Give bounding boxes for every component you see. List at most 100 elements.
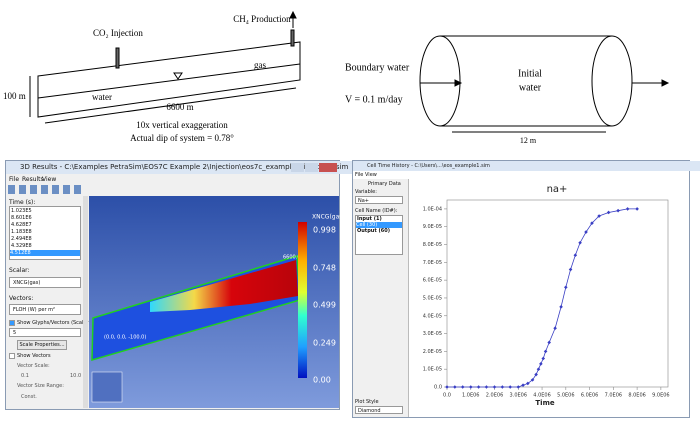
list-item[interactable]: 1.023E5 [11,208,32,214]
arrowhead [454,79,463,87]
data-point [521,383,525,388]
menu-item[interactable]: View [365,172,377,178]
minimize-button[interactable] [291,163,304,172]
data-point [584,230,588,234]
window-title: Cell Time History - C:\Users\...\eos_exa… [367,163,490,169]
y-tick-label: 7.0E-05 [423,260,442,266]
series-line [447,208,638,388]
data-point [525,381,530,386]
window-title: 3D Results - C:\Examples PetraSim\EOS7C … [20,163,349,171]
title-bar: Cell Time History - C:\Users\...\eos_exa… [353,161,700,171]
data-point [590,221,594,225]
colorbar-label: 0.499 [313,301,336,310]
list-item[interactable]: Input (1) [357,216,382,222]
data-point [460,385,465,389]
data-point [553,326,557,331]
water-table-symbol [173,72,183,80]
cylinder-end [419,35,461,127]
list-item-selected[interactable]: Cell (30) [356,222,402,228]
data-point [547,340,551,345]
label: water [92,92,112,102]
injection-well [115,47,120,69]
y-tick-label: 8.0E-05 [423,242,442,248]
label: gas [254,60,266,70]
close-button[interactable] [319,163,337,172]
list-item[interactable]: 2.494E8 [11,236,32,242]
data-point [539,362,543,366]
y-tick-label: 5.0E-05 [423,295,442,301]
label: water [519,82,542,93]
label: Time (s): [9,199,36,206]
label: Vector Scale: [17,363,50,369]
data-point [578,240,582,245]
axis-triad [91,371,123,403]
label: 6600 m [166,102,193,112]
colorbar-label: 0.00 [313,376,331,385]
data-point [453,385,457,389]
menu-item[interactable]: File [9,176,20,183]
x-tick-label: 2.0E06 [486,393,503,399]
label: CH₄ Production [233,14,291,24]
menu-item[interactable]: File [355,172,364,178]
y-tick-label: 4.0E-05 [423,313,442,319]
column-diagram [419,35,670,133]
data-point [445,385,449,389]
x-tick-label: 5.0E06 [557,393,574,399]
x-tick-label: 1.0E06 [462,393,479,399]
menu-item[interactable]: View [42,176,57,183]
production-well [290,29,295,47]
toolbar[interactable] [8,185,83,194]
cylinder-end [591,35,633,127]
data-point [484,385,489,389]
reservoir-outline [37,41,301,118]
label: 12 m [520,136,537,145]
list-item[interactable]: 4.329E8 [11,243,32,249]
vectors-dropdown[interactable]: FLOH (W) per m² [9,304,81,315]
checkbox-label[interactable]: Show Vectors [17,353,51,359]
y-tick-label: 3.0E-05 [423,331,442,337]
colorbar-label: 0.748 [313,264,336,273]
data-point [573,253,578,258]
checkbox-label[interactable]: Show Glyphs/Vectors (Scalar) [17,320,91,326]
label: Scalar: [9,267,30,274]
cylinder-side [440,35,612,127]
label: Initial [518,68,542,79]
checkbox[interactable] [9,353,15,359]
list-item-selected[interactable]: 4.512E8 [10,250,80,256]
x-tick-label: 8.0E06 [628,393,645,399]
scalar-dropdown[interactable]: XNCG(gas) [9,277,81,288]
y-tick-label: 1.0E-05 [423,367,442,373]
arrowhead [289,10,297,19]
x-tick-label: 9.0E06 [652,393,669,399]
list-item[interactable]: 4.628E7 [11,222,32,228]
data-point [625,207,630,211]
menu-item[interactable]: Results [22,176,44,183]
water-level [37,63,301,99]
label: 100 m [3,91,26,101]
list-item[interactable]: 1.183E8 [11,229,32,235]
arrowhead [661,79,670,87]
spin-box[interactable]: 5 [9,328,81,337]
plot-style-dropdown[interactable]: Diamond [355,406,403,414]
button[interactable]: Scale Properties... [17,340,67,350]
checkbox[interactable] [9,320,15,326]
chart-title: na+ [547,184,568,195]
data-point [508,385,513,389]
data-point [468,385,473,389]
list-item[interactable]: Output (60) [357,228,390,234]
label: V = 0.1 m/day [345,94,403,105]
scrollbar[interactable] [83,196,88,408]
label: Vectors: [9,295,34,302]
label: Boundary water [345,62,410,73]
data-point [500,385,505,389]
data-point [597,214,601,218]
y-tick-label: 1.0E-04 [423,206,442,212]
cell-list[interactable] [355,215,403,255]
variable-dropdown[interactable]: Na+ [355,196,403,204]
maximize-button[interactable] [305,163,318,172]
data-point [559,305,563,309]
y-tick-label: 9.0E-05 [423,224,442,230]
list-item[interactable]: 8.601E6 [11,215,32,221]
x-tick-label: 7.0E06 [605,393,622,399]
